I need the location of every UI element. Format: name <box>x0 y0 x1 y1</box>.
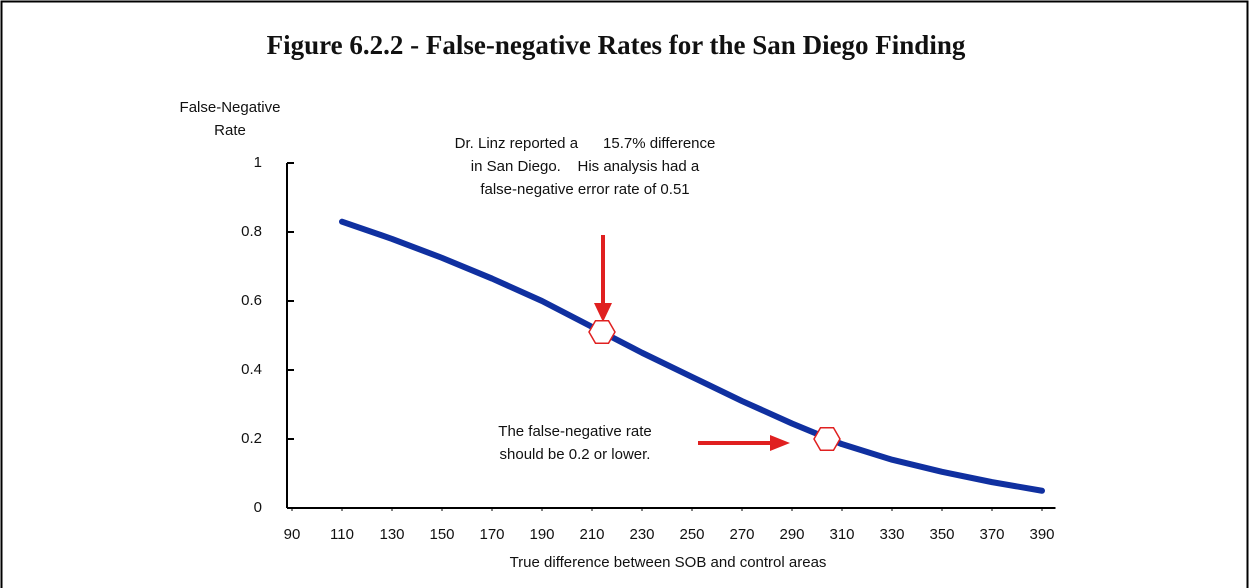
x-tick-label: 90 <box>284 526 301 543</box>
x-tick-label: 350 <box>929 526 954 543</box>
x-tick-label: 290 <box>779 526 804 543</box>
y-axis-label: False-Negative <box>180 99 281 116</box>
x-tick-label: 110 <box>330 526 354 543</box>
point-marker <box>813 426 841 452</box>
annotation: in San Diego. His analysis had a <box>471 158 700 175</box>
x-tick-label: 250 <box>679 526 704 543</box>
y-tick-label: 0 <box>254 499 262 516</box>
x-tick-label: 150 <box>429 526 454 543</box>
point-marker <box>588 320 616 345</box>
x-tick-label: 170 <box>479 526 504 543</box>
x-tick-label: 230 <box>629 526 654 543</box>
chart-title: Figure 6.2.2 - False-negative Rates for … <box>267 30 966 60</box>
x-axis-label: True difference between SOB and control … <box>510 554 827 571</box>
x-tick-label: 370 <box>979 526 1004 543</box>
x-tick-label: 210 <box>579 526 604 543</box>
x-tick-label: 270 <box>729 526 754 543</box>
y-axis-label: Rate <box>214 122 246 139</box>
data-line <box>339 218 1045 494</box>
arrows <box>594 235 790 451</box>
y-tick-label: 0.2 <box>241 430 262 447</box>
x-tick-label: 390 <box>1029 526 1054 543</box>
x-tick-label: 330 <box>879 526 904 543</box>
y-tick-label: 0.6 <box>241 292 262 309</box>
x-tick-label: 310 <box>829 526 854 543</box>
y-tick-label: 0.8 <box>241 223 262 240</box>
annotation: false-negative error rate of 0.51 <box>480 181 689 198</box>
annotation: The false-negative rate <box>498 423 651 440</box>
x-tick-label: 130 <box>379 526 404 543</box>
annotation: Dr. Linz reported a 15.7% difference <box>455 135 716 152</box>
y-tick-label: 0.4 <box>241 361 262 378</box>
annotation: should be 0.2 or lower. <box>500 446 651 463</box>
x-tick-label: 190 <box>529 526 554 543</box>
y-tick-label: 1 <box>254 154 262 171</box>
